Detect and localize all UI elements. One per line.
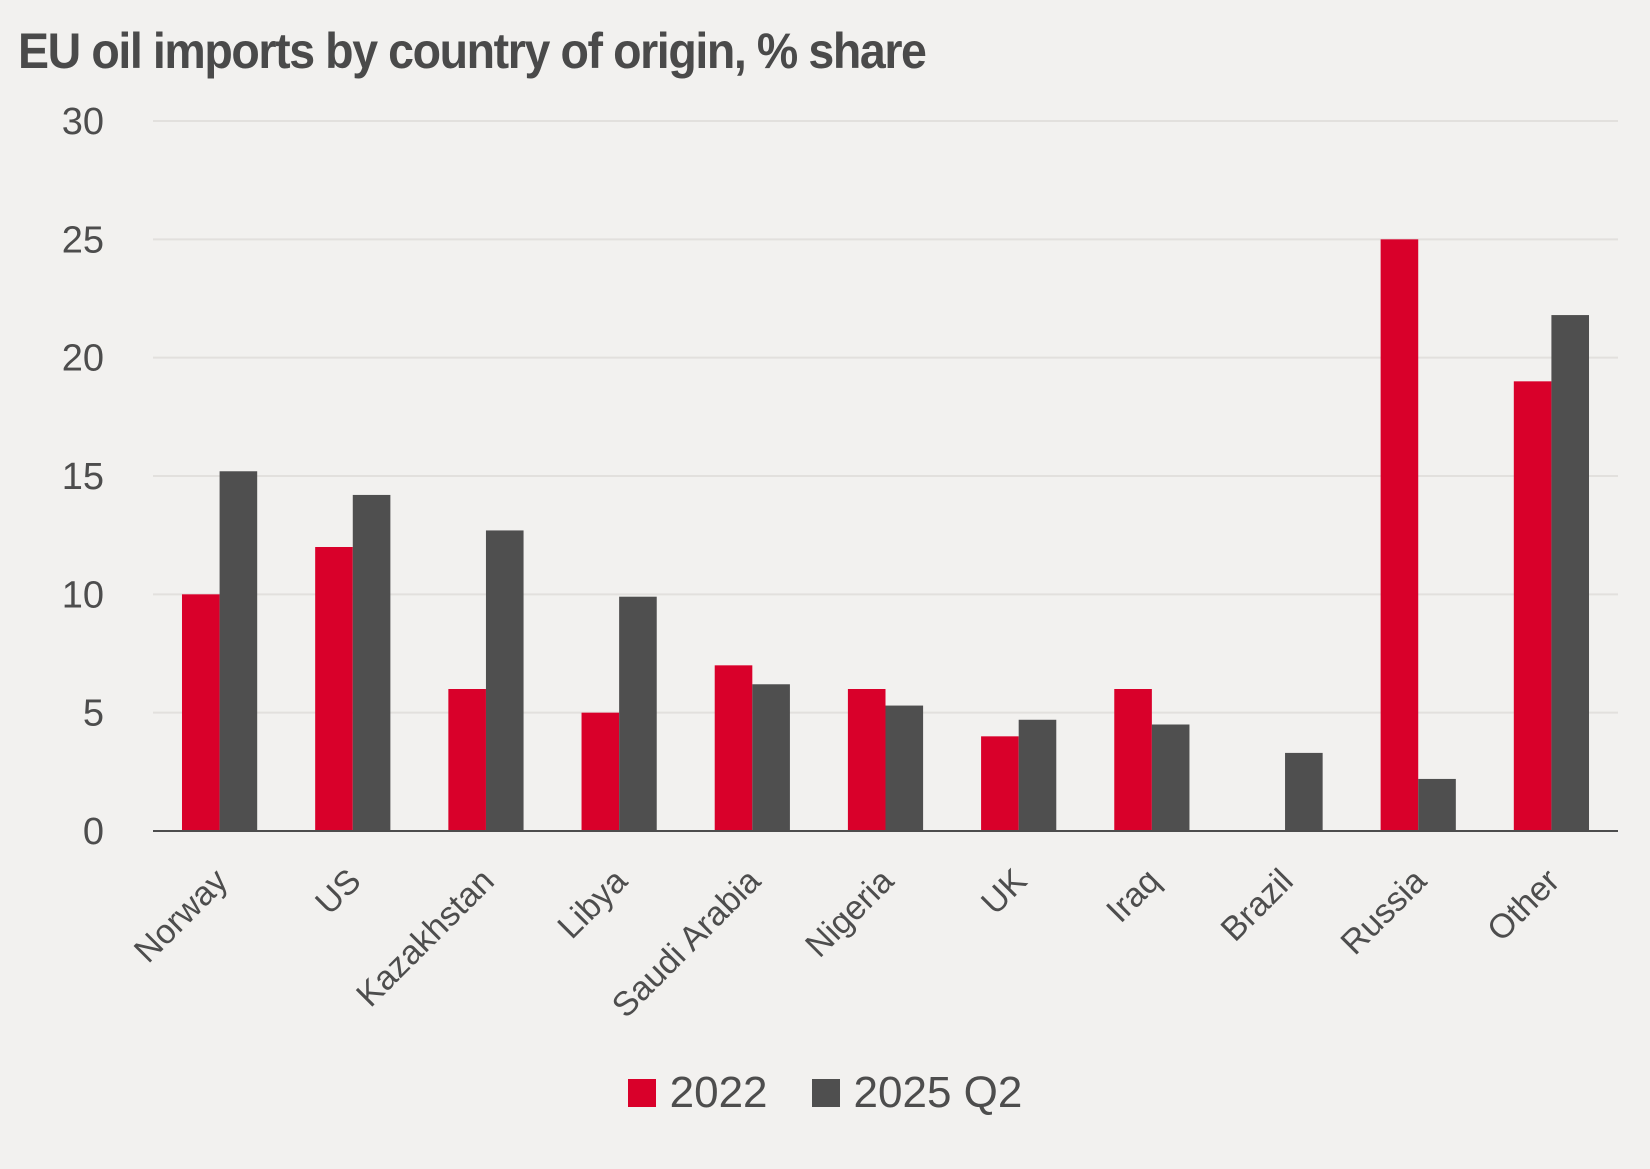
legend-label-2022: 2022	[669, 1068, 768, 1117]
bar-2022-russia	[1380, 239, 1419, 832]
x-tick-label: Iraq	[1099, 862, 1167, 930]
bar-2025-q2-uk	[1018, 719, 1057, 831]
y-tick-label: 30	[62, 101, 104, 143]
bar-2022-norway	[181, 594, 220, 831]
legend-swatch-2025-q2	[811, 1079, 840, 1107]
legend: 2022 2025 Q2	[0, 1068, 1650, 1118]
legend-swatch-2022	[627, 1079, 656, 1107]
bar-2025-q2-nigeria	[885, 705, 924, 831]
bar-2025-q2-saudi-arabia	[752, 684, 790, 831]
legend-label-2025-q2: 2025 Q2	[853, 1068, 1023, 1117]
x-tick-label: Kazakhstan	[349, 862, 502, 1015]
bar-2025-q2-us	[352, 494, 391, 831]
x-tick-label: UK	[974, 862, 1034, 922]
y-tick-label: 25	[62, 219, 104, 261]
bar-2025-q2-brazil	[1285, 752, 1323, 831]
bar-2022-other	[1513, 381, 1552, 831]
x-tick-label: Brazil	[1214, 862, 1301, 949]
bar-2025-q2-kazakhstan	[485, 530, 524, 831]
bar-2025-q2-libya	[619, 596, 657, 831]
bar-2022-nigeria	[847, 689, 886, 831]
bar-2022-kazakhstan	[448, 689, 486, 831]
bar-2025-q2-other	[1551, 315, 1590, 832]
y-tick-label: 0	[83, 811, 104, 853]
x-tick-label: Russia	[1334, 862, 1434, 962]
x-tick-label: Norway	[127, 862, 235, 970]
y-tick-label: 15	[62, 456, 104, 498]
bar-2025-q2-norway	[219, 471, 258, 831]
bar-2025-q2-russia	[1418, 778, 1456, 831]
y-tick-label: 5	[83, 693, 104, 735]
bar-2022-uk	[981, 736, 1019, 831]
x-tick-label: Libya	[550, 862, 634, 946]
bar-2025-q2-iraq	[1151, 724, 1190, 831]
bar-2022-libya	[581, 712, 620, 831]
x-tick-label: US	[308, 862, 368, 922]
y-tick-label: 10	[62, 574, 104, 616]
y-tick-label: 20	[62, 338, 104, 380]
legend-item-2022: 2022	[627, 1068, 768, 1118]
x-tick-label: Other	[1480, 862, 1567, 949]
bar-2022-saudi-arabia	[714, 665, 753, 831]
chart-title: EU oil imports by country of origin, % s…	[18, 23, 927, 79]
bar-2022-iraq	[1114, 689, 1152, 831]
x-tick-label: Nigeria	[798, 862, 901, 965]
legend-item-2025-q2: 2025 Q2	[811, 1068, 1023, 1118]
bar-2022-us	[315, 547, 353, 831]
